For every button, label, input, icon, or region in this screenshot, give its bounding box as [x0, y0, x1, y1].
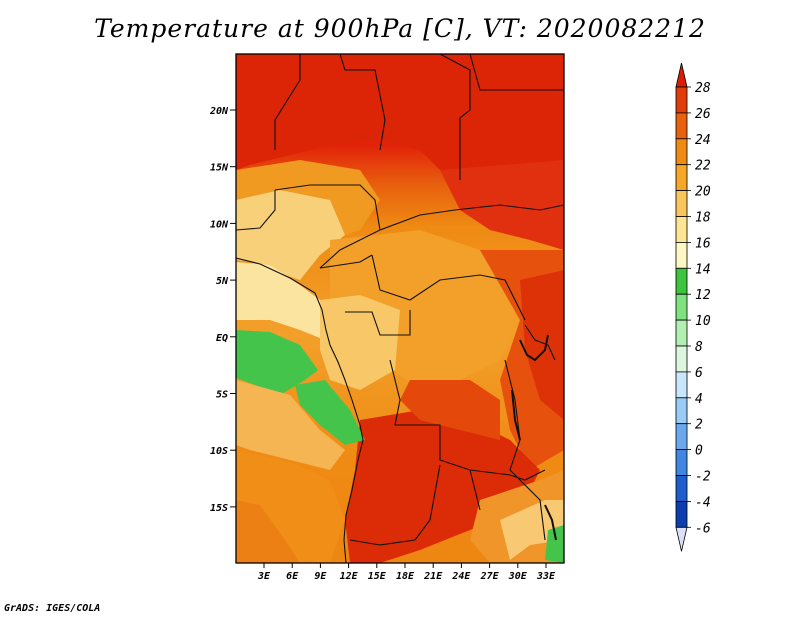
lat-label: EQ	[216, 333, 228, 344]
lat-label: 5N	[216, 276, 229, 287]
colorbar-label: 16	[695, 236, 711, 251]
lon-label: 21E	[423, 571, 443, 582]
colorbar-label: -2	[695, 470, 711, 485]
colorbar-segment	[675, 138, 688, 166]
colorbar-segment	[675, 112, 688, 140]
colorbar-label: 10	[695, 314, 711, 329]
colorbar-label: 18	[695, 211, 711, 226]
footer-credit: GrADS: IGES/COLA	[4, 603, 101, 614]
colorbar-label: -6	[695, 521, 711, 536]
longitude-axis: 3E 6E 9E 12E 15E 18E 21E 24E 27E 30E 33E	[257, 563, 556, 582]
lon-label: 27E	[480, 571, 500, 582]
colorbar-segment	[675, 267, 688, 295]
colorbar-segment	[675, 475, 688, 502]
lon-label: 6E	[286, 571, 299, 582]
colorbar-segment	[675, 216, 688, 243]
temperature-field	[236, 54, 564, 563]
colorbar-segment	[675, 190, 688, 217]
colorbar-label: 6	[695, 366, 703, 381]
colorbar-segment	[675, 423, 688, 451]
lon-label: 30E	[508, 571, 528, 582]
colorbar-segment	[675, 319, 688, 347]
colorbar-label: 24	[695, 133, 711, 148]
colorbar-bottom-arrow	[675, 526, 688, 552]
map-figure: 20N 15N 10N 5N EQ 5S 10S 15S 3E 6E 9E 12E 15E 18E 21E…	[209, 53, 711, 582]
colorbar-label: 0	[695, 444, 703, 459]
colorbar-segment	[675, 500, 688, 528]
lat-label: 10S	[210, 446, 228, 457]
colorbar-label: 2	[695, 418, 703, 433]
lon-label: 15E	[368, 571, 387, 582]
colorbar-top-arrow	[675, 62, 688, 88]
colorbar-label: -4	[695, 495, 711, 510]
lat-label: 20N	[209, 106, 229, 117]
colorbar-label: 14	[695, 262, 711, 277]
lon-label: 24E	[451, 571, 471, 582]
colorbar-segment	[675, 86, 688, 114]
colorbar-label: 28	[695, 81, 711, 96]
lon-label: 18E	[396, 571, 415, 582]
lon-label: 9E	[314, 571, 327, 582]
colorbar-segment	[675, 449, 688, 476]
lat-label: 10N	[210, 219, 229, 230]
lon-label: 3E	[257, 571, 271, 582]
lat-label: 15N	[210, 163, 229, 174]
colorbar-label: 22	[695, 159, 711, 174]
colorbar-label: 26	[695, 107, 711, 122]
colorbar-label: 4	[695, 392, 703, 407]
colorbar-segment	[675, 397, 688, 425]
colorbar-label: 12	[695, 288, 711, 303]
lon-label: 12E	[340, 571, 359, 582]
colorbar-label: 8	[695, 340, 703, 355]
colorbar-segment	[675, 164, 688, 191]
colorbar-segment	[675, 241, 688, 269]
lat-label: 5S	[216, 390, 228, 401]
colorbar-label: 20	[695, 185, 711, 200]
plot-title: Temperature at 900hPa [C], VT: 202008221…	[94, 14, 706, 43]
colorbar-segment	[675, 345, 688, 373]
lon-label: 33E	[536, 571, 556, 582]
colorbar-segment	[675, 293, 688, 321]
latitude-axis: 20N 15N 10N 5N EQ 5S 10S 15S	[209, 106, 236, 514]
colorbar-segment	[675, 371, 688, 399]
lat-label: 15S	[210, 503, 228, 514]
